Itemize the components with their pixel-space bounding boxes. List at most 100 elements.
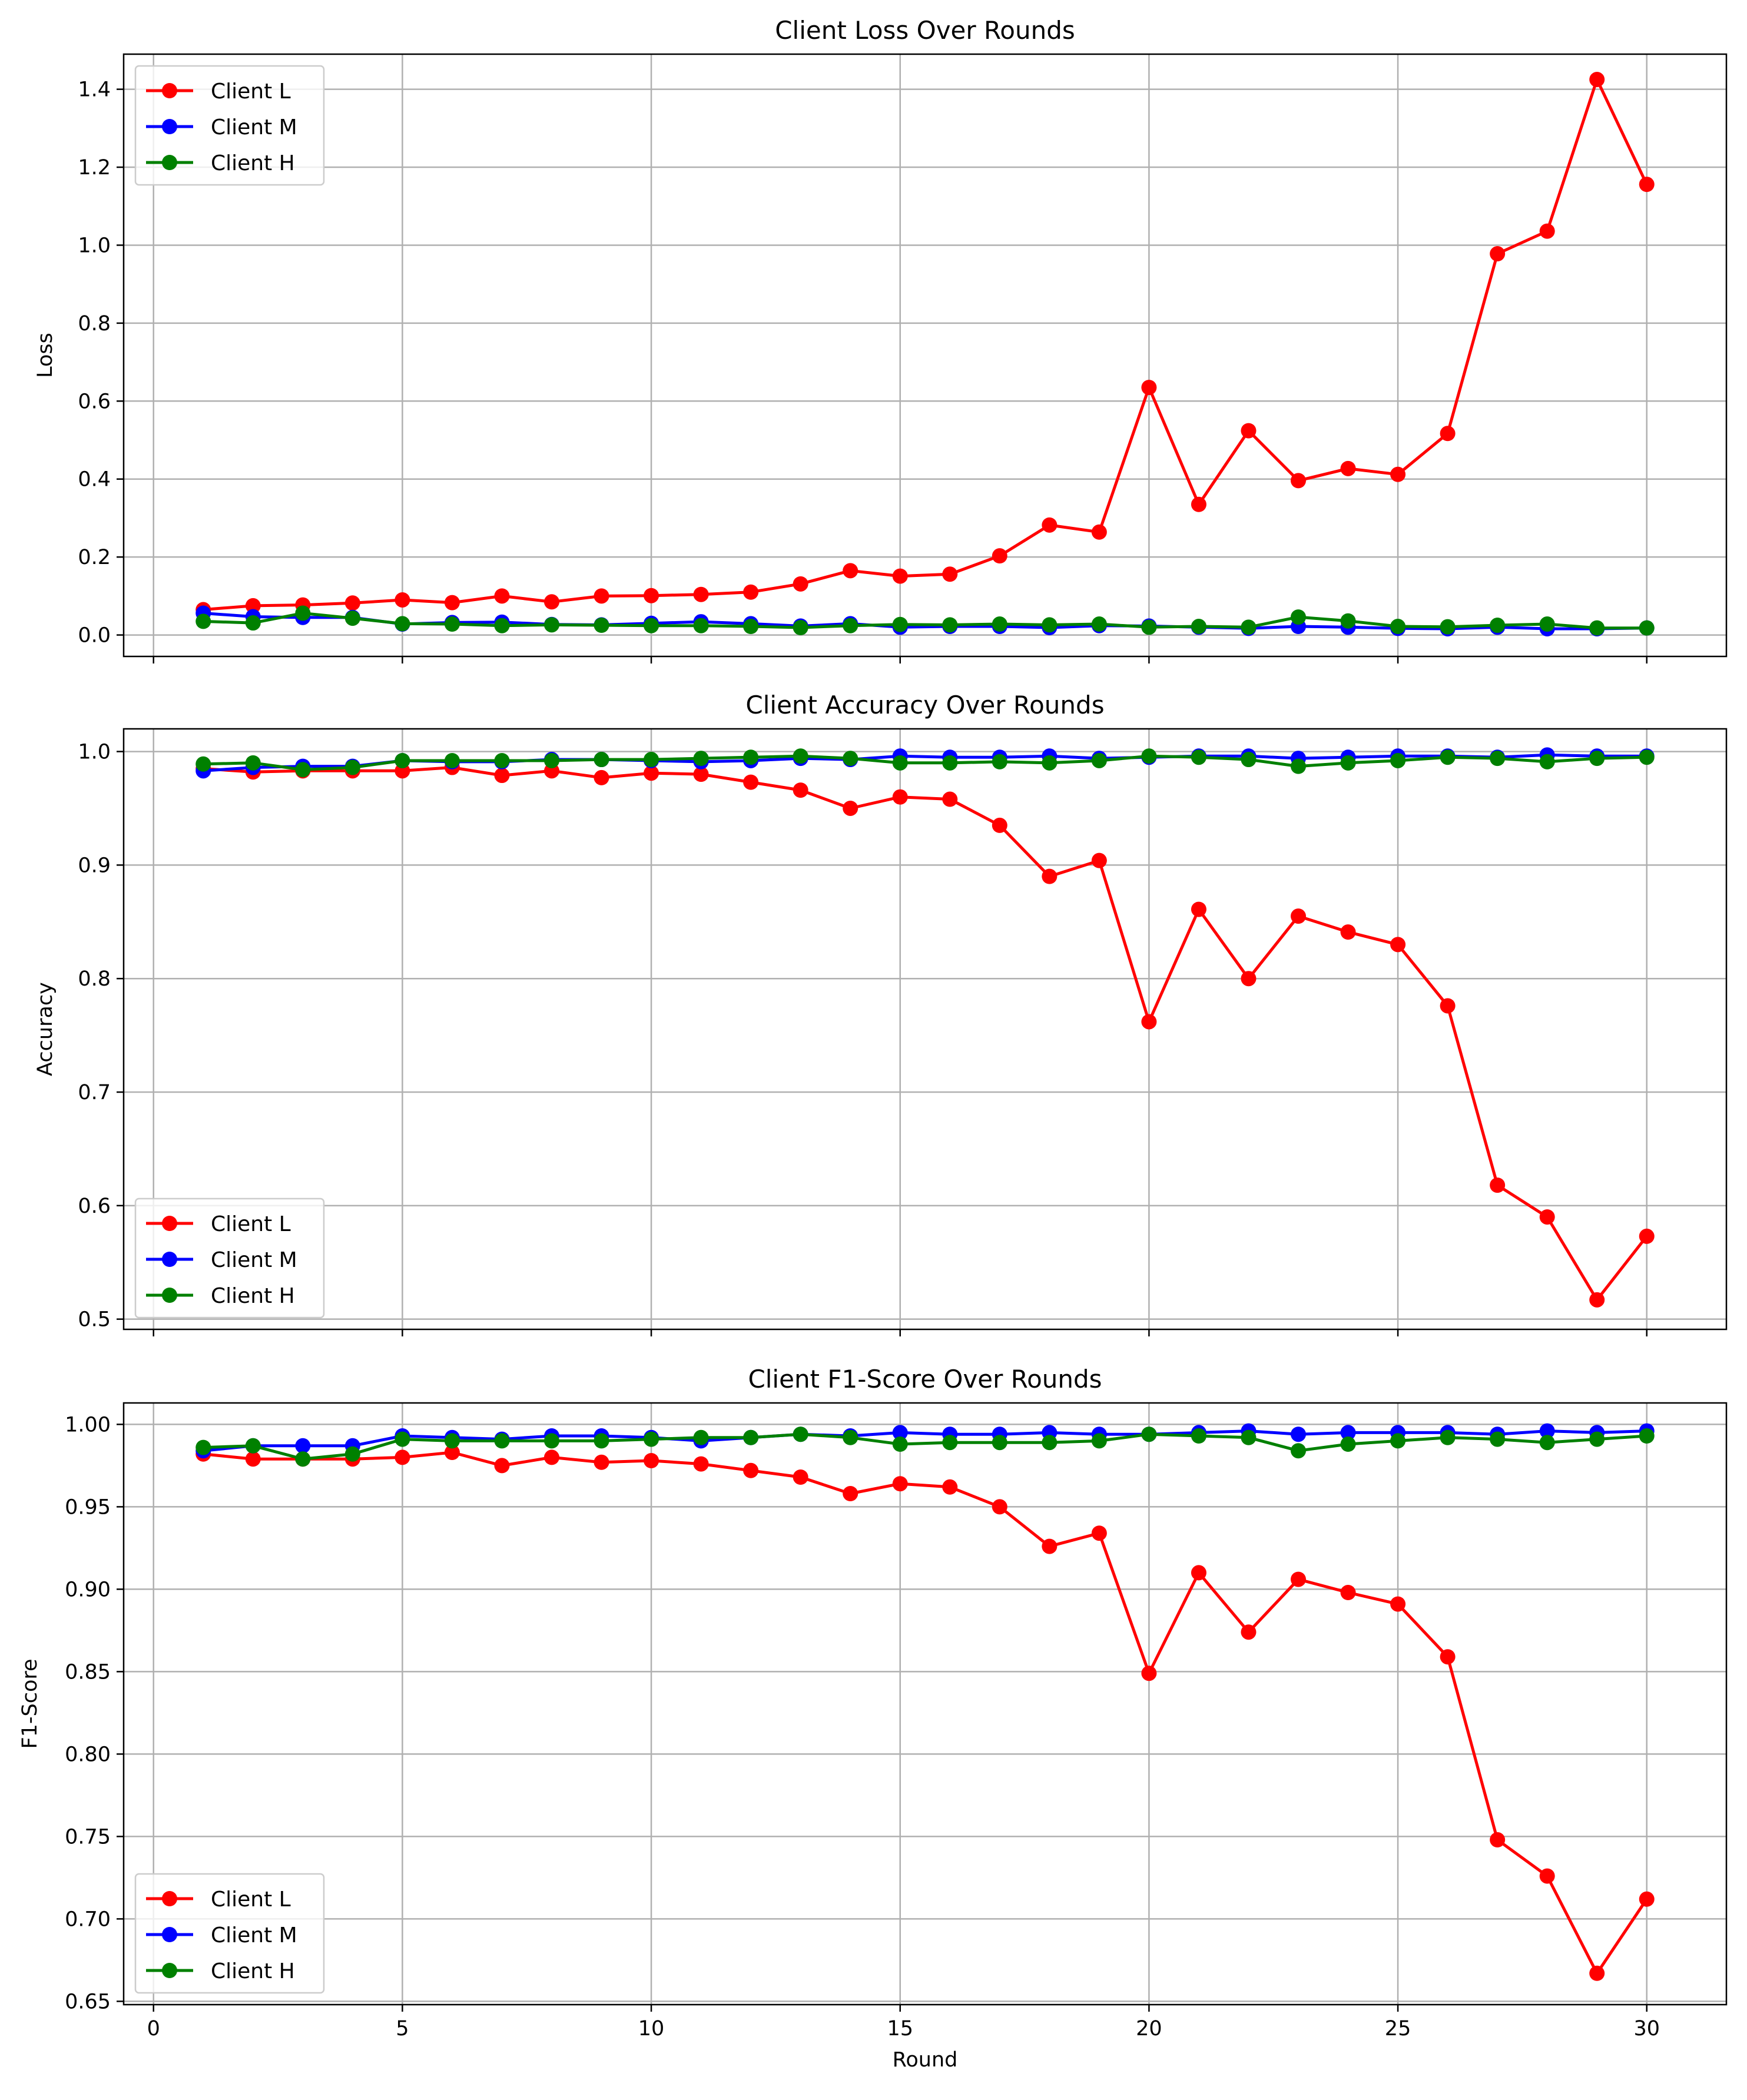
- data-point: [1490, 1177, 1506, 1193]
- data-point: [843, 618, 858, 633]
- y-tick-label: 0.8: [78, 967, 111, 991]
- series-client-h: [195, 748, 1655, 778]
- data-point: [395, 616, 410, 632]
- data-point: [295, 605, 311, 621]
- y-tick-label: 0.6: [78, 390, 111, 413]
- data-point: [195, 613, 211, 629]
- data-point: [1539, 616, 1555, 632]
- legend-label: Client M: [211, 1248, 297, 1272]
- data-point: [1539, 754, 1555, 769]
- y-tick-label: 0.4: [78, 468, 111, 492]
- grid: [124, 729, 1726, 1329]
- data-point: [543, 1449, 559, 1465]
- data-point: [395, 592, 410, 608]
- data-point: [1091, 752, 1107, 768]
- data-point: [543, 752, 559, 768]
- data-point: [942, 755, 958, 771]
- y-tick-label: 0.6: [78, 1195, 111, 1218]
- data-point: [892, 789, 908, 805]
- data-point: [594, 769, 609, 785]
- data-point: [1589, 751, 1605, 767]
- legend-marker: [162, 1288, 177, 1303]
- data-point: [594, 1433, 609, 1449]
- legend: Client L Client M Client H: [134, 1873, 325, 1994]
- data-point: [693, 751, 709, 767]
- grid: [124, 54, 1726, 656]
- data-point: [892, 755, 908, 771]
- data-point: [594, 1454, 609, 1470]
- data-point: [295, 1438, 311, 1454]
- data-point: [942, 1435, 958, 1451]
- data-point: [1539, 1868, 1555, 1884]
- data-point: [245, 1438, 261, 1454]
- axes-frame: [122, 728, 1728, 1331]
- data-point: [1241, 1624, 1257, 1640]
- data-point: [1191, 749, 1206, 765]
- data-point: [1589, 620, 1605, 636]
- data-point: [942, 791, 958, 807]
- data-point: [992, 548, 1007, 564]
- data-point: [1589, 72, 1605, 88]
- data-point: [1639, 1228, 1655, 1244]
- legend-marker: [162, 1963, 177, 1978]
- data-point: [743, 584, 759, 600]
- data-point: [693, 618, 709, 633]
- data-point: [1141, 1014, 1157, 1030]
- data-point: [1639, 1428, 1655, 1444]
- data-point: [743, 1429, 759, 1445]
- legend-label: Client L: [211, 1212, 291, 1236]
- data-point: [942, 617, 958, 633]
- data-point: [1191, 1428, 1206, 1444]
- x-tick-label: 5: [396, 2017, 409, 2041]
- data-point: [1291, 609, 1307, 625]
- data-point: [444, 616, 460, 632]
- chart-title: Client F1-Score Over Rounds: [748, 1365, 1102, 1394]
- data-point: [444, 752, 460, 768]
- x-tick-label: 0: [147, 2017, 160, 2041]
- legend-marker: [162, 155, 177, 170]
- series-client-l: [195, 759, 1655, 1308]
- data-point: [1291, 758, 1307, 774]
- y-tick-label: 1.00: [65, 1413, 111, 1437]
- series-client-l: [195, 72, 1655, 618]
- data-point: [1340, 924, 1356, 940]
- data-point: [992, 1435, 1007, 1451]
- data-point: [843, 751, 858, 767]
- x-axis-label: Round: [893, 2048, 958, 2072]
- data-point: [992, 1499, 1007, 1515]
- data-point: [1589, 1431, 1605, 1447]
- legend-box: [134, 1873, 325, 1994]
- data-point: [693, 1456, 709, 1472]
- data-point: [1042, 1435, 1058, 1451]
- legend-box: [134, 1197, 325, 1319]
- data-point: [1340, 1437, 1356, 1452]
- data-point: [793, 1426, 808, 1442]
- x-tick-label: 30: [1633, 2017, 1660, 2041]
- x-tick-label: 10: [638, 2017, 665, 2041]
- data-point: [644, 765, 659, 781]
- data-point: [344, 595, 360, 611]
- y-tick-label: 0.2: [78, 546, 111, 569]
- data-point: [1042, 617, 1058, 633]
- data-point: [245, 615, 261, 631]
- data-point: [743, 619, 759, 635]
- data-point: [1639, 620, 1655, 636]
- axes-frame: [122, 1402, 1728, 2006]
- y-tick-label: 0.65: [65, 1990, 111, 2013]
- data-point: [1141, 1666, 1157, 1681]
- data-point: [245, 598, 261, 613]
- data-point: [195, 1439, 211, 1455]
- y-axis-label: F1-Score: [18, 1658, 42, 1749]
- data-point: [1390, 1433, 1406, 1449]
- data-point: [992, 817, 1007, 833]
- data-point: [1440, 619, 1456, 635]
- series-line: [203, 612, 1647, 630]
- data-point: [1440, 1429, 1456, 1445]
- data-point: [1589, 1965, 1605, 1981]
- data-point: [843, 1486, 858, 1501]
- data-point: [892, 1425, 908, 1441]
- legend-marker: [162, 83, 177, 98]
- data-point: [1639, 177, 1655, 193]
- data-point: [594, 588, 609, 604]
- legend-marker: [162, 1216, 177, 1231]
